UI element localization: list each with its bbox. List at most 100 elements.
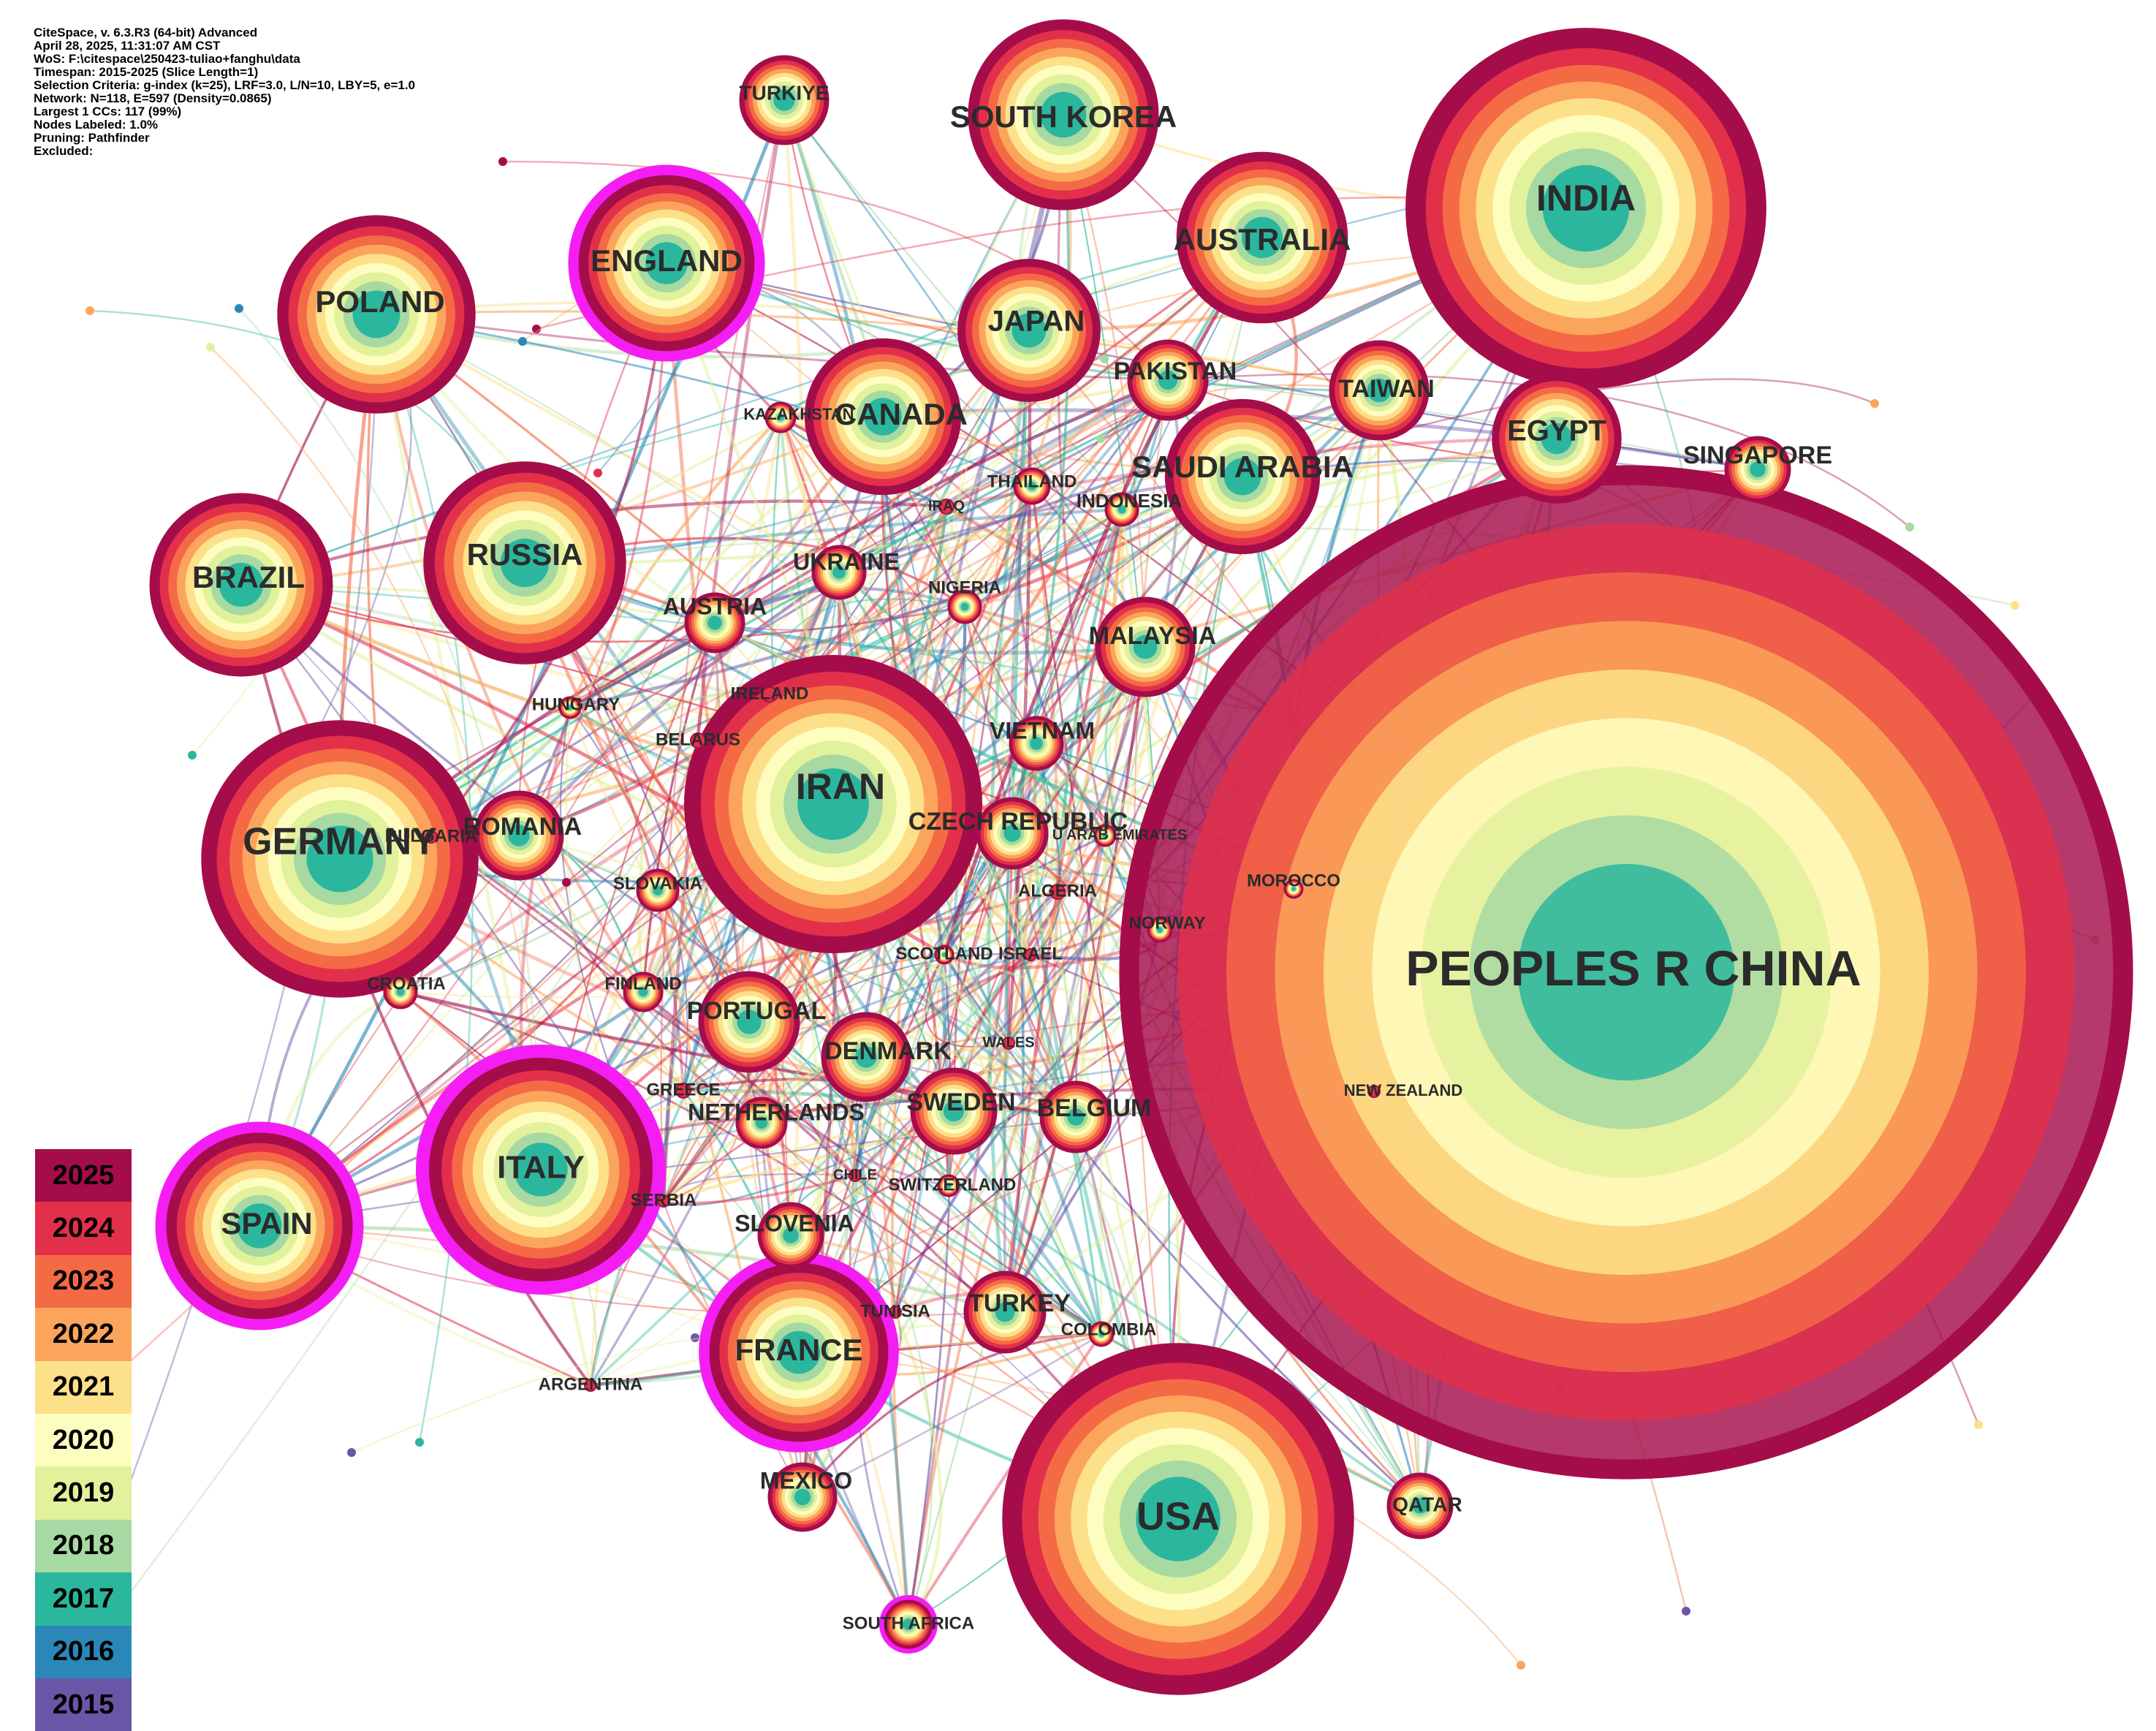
node-label: KAZAKHSTAN [743,405,854,423]
node-pakistan[interactable] [1127,339,1209,421]
node-mexico[interactable] [767,1462,838,1532]
node-canada[interactable] [804,338,962,496]
node-switzerland[interactable] [937,1174,960,1197]
node-egypt[interactable] [1492,374,1622,504]
minor-node [86,306,94,315]
node-spain[interactable] [155,1121,364,1330]
node-dot [1367,1085,1381,1098]
node-qatar[interactable] [1386,1472,1454,1539]
node-austria[interactable] [684,592,745,654]
node-slovenia[interactable] [757,1202,824,1269]
node-scotland[interactable] [934,944,954,965]
node-south-korea[interactable] [968,19,1159,211]
collaboration-edge [112,416,884,1616]
node-colombia[interactable] [1088,1321,1115,1347]
node-portugal[interactable] [698,971,800,1073]
node-belgium[interactable] [1039,1080,1112,1154]
node-serbia[interactable] [657,1194,670,1208]
node-israel[interactable] [1024,948,1037,961]
node-thailand[interactable] [1013,467,1051,505]
legend-year-label: 2025 [52,1159,115,1191]
node-finland[interactable] [623,971,664,1012]
node-nigeria[interactable] [947,589,982,624]
node-outline [1104,492,1139,527]
node-outline [1147,917,1173,943]
node-greece[interactable] [675,1083,691,1099]
node-sweden[interactable] [910,1067,998,1155]
node-indonesia[interactable] [1104,492,1139,527]
node-netherlands[interactable] [735,1096,788,1149]
node-label: PAKISTAN [1114,357,1237,385]
node-morocco[interactable] [1283,879,1304,899]
node-algeria[interactable] [1049,884,1066,900]
node-bulgaria[interactable] [425,830,438,844]
collaboration-edge [376,314,1106,836]
node-saudi-arabia[interactable] [1164,398,1321,555]
node-outline [739,55,830,145]
node-czech-republic[interactable] [976,797,1049,870]
node-dot [690,732,706,749]
node-label: TAIWAN [1338,375,1435,403]
node-wales[interactable] [1002,1037,1015,1050]
node-france[interactable] [699,1252,899,1452]
node-hungary[interactable] [558,696,582,719]
node-england[interactable] [568,164,765,362]
node-outline [1013,467,1051,505]
minor-node [1870,399,1879,408]
node-label: MALAYSIA [1089,622,1216,650]
node-russia[interactable] [423,461,626,664]
citation-ring [777,1330,821,1374]
node-tunisia[interactable] [889,1306,902,1319]
node-kazakhstan[interactable] [764,401,797,433]
node-iran[interactable] [684,655,982,953]
node-u-arab-emirates[interactable] [1093,824,1117,847]
node-turkiye[interactable] [739,55,830,145]
node-label: TURKEY [968,1289,1071,1317]
legend-year-label: 2020 [52,1424,115,1455]
node-belarus[interactable] [690,732,706,749]
node-australia[interactable] [1176,151,1348,324]
node-india[interactable] [1405,28,1766,389]
label-layer: PEOPLES R CHINA INDIA USA IRAN GERMANY ITALY S… [192,81,1861,1633]
collaboration-edge [430,207,1587,838]
node-ireland[interactable] [762,686,778,702]
node-denmark[interactable] [821,1012,911,1102]
node-brazil[interactable] [149,493,333,677]
collaboration-edge [589,953,1032,1387]
node-poland[interactable] [277,215,476,414]
collaboration-edge [517,835,762,1124]
node-label: USA [1136,1494,1220,1538]
node-usa[interactable] [1002,1343,1354,1695]
node-italy[interactable] [416,1045,666,1295]
node-norway[interactable] [1147,917,1173,943]
node-taiwan[interactable] [1329,340,1430,441]
minor-node [188,751,197,760]
node-croatia[interactable] [383,974,418,1010]
node-chile[interactable] [849,1169,862,1182]
collaboration-edge [838,572,1103,1335]
citation-ring [1291,887,1296,891]
collaboration-edge [338,857,910,1625]
collaboration-edge [590,891,1058,1386]
info-line: Largest 1 CCs: 117 (99%) [34,105,182,118]
node-ukraine[interactable] [811,545,867,600]
node-argentina[interactable] [584,1379,597,1392]
collaboration-edge [400,991,1006,1314]
citation-ring [995,1302,1015,1322]
node-new-zealand[interactable] [1367,1085,1381,1098]
node-japan[interactable] [957,259,1101,402]
node-slovakia[interactable] [636,868,680,912]
node-peoples-r-china[interactable] [1119,465,2133,1480]
node-south-africa[interactable] [879,1595,938,1654]
node-label: BELGIUM [1037,1094,1152,1122]
node-label: DENMARK [824,1037,952,1065]
citation-ring [794,1488,811,1506]
node-germany[interactable] [201,720,479,998]
node-romania[interactable] [474,790,564,881]
node-iraq[interactable] [938,499,954,515]
collaboration-edge [801,1333,1102,1499]
node-singapore[interactable] [1724,436,1791,503]
node-turkey[interactable] [963,1270,1047,1354]
node-vietnam[interactable] [1009,716,1064,771]
node-malaysia[interactable] [1095,596,1196,697]
